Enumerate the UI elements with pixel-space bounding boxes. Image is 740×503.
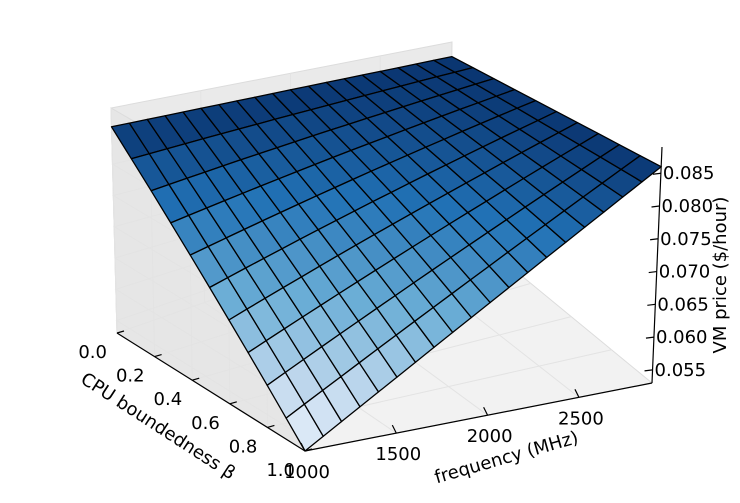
x-tick-mark: [300, 442, 306, 452]
z-axis-line: [651, 146, 663, 384]
price-surface: [110, 55, 662, 452]
y-tick-label: 0.4: [154, 389, 183, 410]
x-tick-label: 1500: [375, 444, 421, 465]
z-tick-mark: [652, 172, 661, 175]
y-tick-label: 1.0: [266, 460, 295, 481]
z-tick-label: 0.080: [662, 196, 714, 217]
axis-lines: [116, 146, 663, 452]
z-tick-label: 0.060: [656, 327, 708, 348]
y-tick-mark: [192, 377, 200, 381]
x-tick-label: 2500: [558, 408, 604, 429]
y-tick-mark: [229, 401, 237, 405]
z-tick-mark: [650, 238, 659, 241]
z-tick-label: 0.075: [660, 229, 712, 250]
z-tick-mark: [648, 270, 657, 274]
x-axis-line: [304, 382, 653, 452]
z-tick-mark: [651, 205, 660, 208]
x-tick-label: 2000: [467, 426, 513, 447]
z-axis-label: VM price ($/hour): [710, 197, 731, 354]
z-tick-mark: [647, 303, 656, 306]
x-tick-label: 1000: [284, 462, 330, 483]
y-tick-label: 0.0: [78, 342, 107, 363]
z-tick-label: 0.085: [663, 163, 715, 184]
y-tick-mark: [154, 354, 162, 358]
z-tick-mark: [645, 336, 655, 339]
x-tick-mark: [574, 389, 580, 398]
tick-marks-and-labels: 1000 1500 2000 2500 0.0 0.2 0.4 0.6 0.8 1.0 0.055 0…: [78, 163, 714, 483]
y-axis-line: [116, 332, 306, 452]
y-tick-label: 0.2: [116, 366, 145, 387]
z-tick-label: 0.065: [657, 294, 709, 315]
x-tick-mark: [391, 424, 397, 434]
y-tick-label: 0.8: [229, 436, 258, 457]
y-tick-label: 0.6: [191, 413, 220, 434]
y-tick-mark: [304, 448, 313, 452]
z-tick-label: 0.070: [659, 262, 711, 283]
x-tick-mark: [483, 406, 489, 416]
z-tick-label: 0.055: [655, 360, 707, 381]
y-tick-mark: [116, 330, 125, 334]
y-tick-mark: [267, 424, 275, 428]
z-tick-mark: [644, 369, 653, 372]
